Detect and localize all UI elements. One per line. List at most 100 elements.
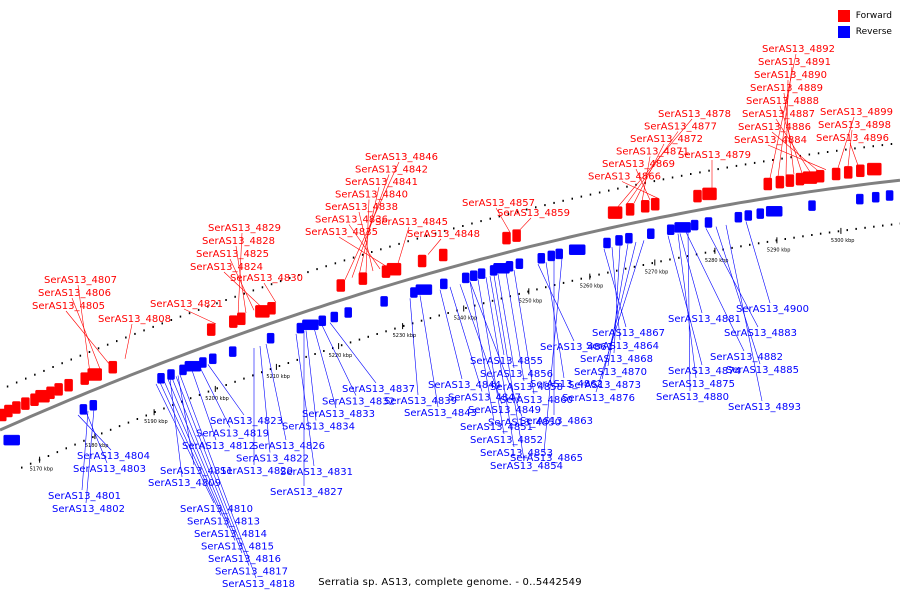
forward-gene-label: SerAS13_4899 <box>820 107 893 118</box>
reverse-guide-tick <box>296 358 298 361</box>
reverse-guide-tick <box>92 436 94 439</box>
forward-guide-tick <box>225 299 227 301</box>
reverse-guide-tick <box>474 304 476 307</box>
forward-guide-tick <box>653 180 656 183</box>
reverse-gene-label-leader <box>199 367 231 428</box>
reverse-gene-label: SerAS13_4863 <box>520 416 593 427</box>
genome-backbone <box>0 178 900 432</box>
reverse-guide-tick <box>127 421 130 424</box>
reverse-gene-label: SerAS13_4865 <box>510 453 583 464</box>
forward-gene-label-leader <box>71 297 101 370</box>
forward-gene <box>12 401 21 414</box>
reverse-gene <box>415 284 433 295</box>
forward-guide-tick <box>371 251 373 253</box>
scale-tick-label: 5210 kbp <box>266 374 290 380</box>
reverse-gene-label: SerAS13_4852 <box>470 435 543 446</box>
forward-guide-tick <box>407 240 409 243</box>
forward-guide-tick <box>398 242 400 245</box>
forward-gene <box>336 279 346 292</box>
forward-gene-label: SerAS13_4889 <box>750 83 823 94</box>
reverse-gene-label-leader <box>537 263 575 342</box>
reverse-gene <box>744 210 753 221</box>
forward-gene-label: SerAS13_4841 <box>345 177 418 188</box>
reverse-guide-tick <box>660 260 662 263</box>
forward-guide-tick <box>316 268 318 271</box>
reverse-guide-tick <box>607 271 609 274</box>
reverse-gene-label-leader <box>725 224 763 402</box>
reverse-gene <box>89 400 98 411</box>
reverse-gene-label: SerAS13_4885 <box>726 365 799 376</box>
reverse-gene-label: SerAS13_4823 <box>210 416 283 427</box>
reverse-gene <box>625 232 633 244</box>
reverse-guide-tick <box>828 231 831 234</box>
reverse-gene-label: SerAS13_4893 <box>728 402 801 413</box>
forward-guide-tick <box>425 235 428 237</box>
forward-gene-label-leader <box>837 116 855 169</box>
reverse-gene-label-leader <box>595 240 645 393</box>
reverse-guide-tick <box>465 307 467 309</box>
reverse-gene-label-leader <box>329 322 377 384</box>
forward-guide-tick <box>325 265 327 268</box>
reverse-gene <box>330 311 339 323</box>
forward-guide-tick <box>6 385 9 388</box>
reverse-guide-tick <box>56 451 59 454</box>
reverse-gene-label-leader <box>745 221 771 304</box>
reverse-gene <box>266 332 275 344</box>
forward-gene-label: SerAS13_4879 <box>678 150 751 161</box>
reverse-guide-tick <box>358 338 361 341</box>
reverse-guide-tick <box>518 292 520 295</box>
reverse-guide-tick <box>633 265 636 268</box>
forward-guide-tick <box>617 187 619 190</box>
reverse-gene-label-leader <box>679 233 703 314</box>
reverse-gene <box>690 219 699 231</box>
forward-guide-tick <box>708 169 710 172</box>
forward-guide-tick <box>571 197 573 200</box>
reverse-gene-label: SerAS13_4870 <box>574 367 647 378</box>
forward-gene <box>640 200 650 213</box>
forward-gene <box>358 272 368 285</box>
forward-gene <box>867 162 882 176</box>
reverse-guide-tick <box>243 377 245 380</box>
reverse-gene-label: SerAS13_4875 <box>662 379 735 390</box>
forward-gene-label-leader <box>633 143 665 204</box>
forward-gene-label: SerAS13_4808 <box>98 314 171 325</box>
forward-gene-label-leader <box>344 161 400 280</box>
scale-tick-label: 5260 kbp <box>580 284 604 290</box>
reverse-gene <box>515 258 524 269</box>
reverse-guide-tick <box>47 455 50 457</box>
reverse-gene <box>157 373 165 384</box>
forward-gene-label: SerAS13_4835 <box>305 227 378 238</box>
forward-gene-label: SerAS13_4830 <box>230 273 303 284</box>
reverse-gene <box>302 319 319 331</box>
reverse-gene-label-leader <box>493 275 525 461</box>
forward-guide-tick <box>836 149 838 152</box>
forward-gene <box>267 302 276 315</box>
scale-tick-label: 5170 kbp <box>30 467 54 473</box>
reverse-guide-tick <box>642 264 645 266</box>
forward-gene-label-leader <box>635 168 651 201</box>
forward-guide-tick <box>863 146 865 149</box>
forward-gene <box>4 404 13 418</box>
reverse-gene-label-leader <box>163 380 229 529</box>
forward-gene <box>46 386 55 400</box>
forward-guide-tick <box>453 227 455 230</box>
reverse-gene-label: SerAS13_4861 <box>540 342 613 353</box>
reverse-guide-tick <box>172 404 174 406</box>
forward-gene <box>693 189 702 203</box>
forward-gene-label-leader <box>847 129 853 167</box>
reverse-guide-tick <box>234 380 236 383</box>
reverse-guide-tick <box>784 238 786 240</box>
reverse-guide-tick <box>411 322 414 325</box>
reverse-gene-label: SerAS13_4873 <box>568 380 641 391</box>
forward-gene-label-leader <box>849 142 859 166</box>
reverse-gene-label-leader <box>207 364 245 416</box>
forward-gene <box>763 177 773 191</box>
reverse-gene-label: SerAS13_4837 <box>342 384 415 395</box>
forward-guide-tick <box>207 305 209 308</box>
forward-label: Forward <box>855 11 892 21</box>
reverse-guide-tick <box>189 397 192 400</box>
reverse-gene <box>674 222 691 233</box>
forward-guide-tick <box>106 343 109 346</box>
forward-gene <box>54 383 63 396</box>
reverse-gene-label: SerAS13_4867 <box>592 328 665 339</box>
